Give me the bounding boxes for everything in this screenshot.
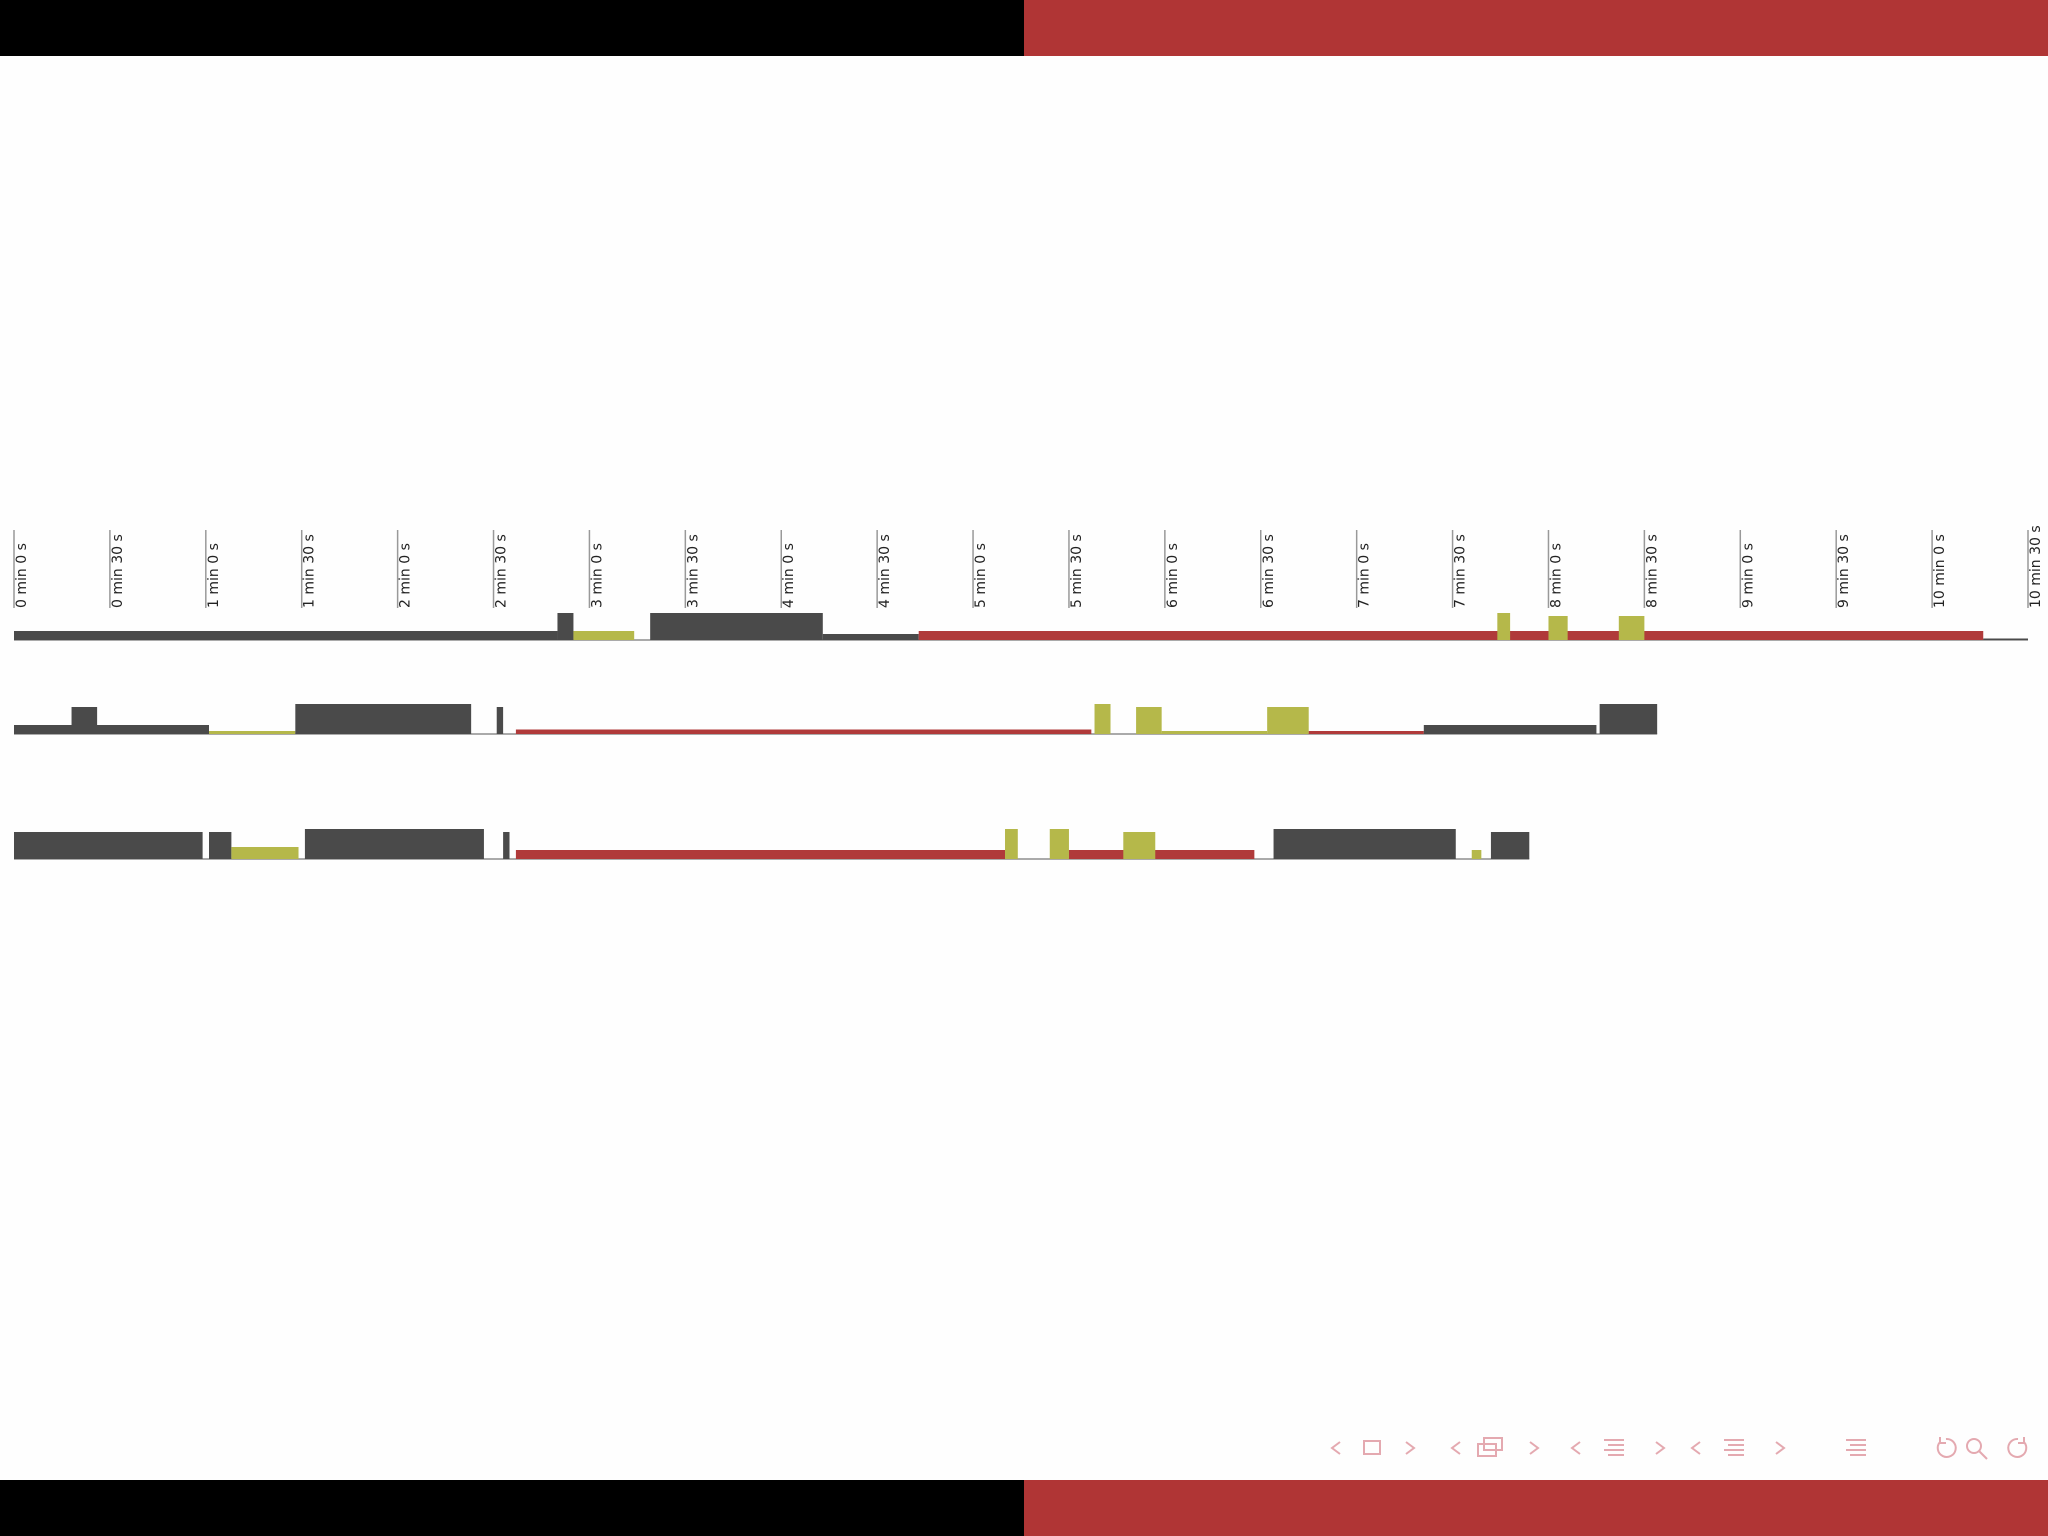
x-tick-label: 10 min 30 s (2028, 525, 2044, 608)
x-tick-label: 2 min 0 s (398, 543, 414, 608)
activity-segment (1497, 613, 1511, 640)
header-bar-right (1024, 0, 2048, 56)
activity-segment (14, 832, 203, 859)
activity-segment (14, 631, 558, 640)
x-tick-label: 3 min 0 s (589, 543, 605, 608)
navigation (1330, 1437, 2028, 1460)
nav-search-handle (1978, 1450, 1988, 1460)
nav-subsection-2 (1483, 1437, 1503, 1451)
activity-segment (503, 832, 510, 859)
x-tick-label: 7 min 0 s (1357, 543, 1373, 608)
nav-appendix[interactable] (1846, 1439, 1866, 1456)
x-tick-label: 1 min 0 s (206, 543, 222, 608)
activity-segment (295, 704, 472, 734)
nav-next-doc[interactable] (1775, 1441, 1786, 1455)
activity-segment (1123, 832, 1156, 859)
nav-prev-sec[interactable] (1570, 1441, 1581, 1455)
nav-forward[interactable] (2007, 1437, 2028, 1458)
activity-segment (1471, 850, 1482, 859)
nav-search[interactable] (1966, 1438, 1982, 1454)
x-tick-label: 5 min 0 s (973, 543, 989, 608)
footer-bar-left (0, 1480, 1024, 1536)
header-bar-left (0, 0, 1024, 56)
x-tick-label: 1 min 30 s (302, 534, 318, 608)
activity-segment (1490, 832, 1530, 859)
x-tick-label: 6 min 0 s (1165, 543, 1181, 608)
x-tick-label: 3 min 30 s (685, 534, 701, 608)
activity-segment (557, 613, 574, 640)
activity-segment (1273, 829, 1456, 859)
activity-segment (209, 832, 232, 859)
x-tick-label: 6 min 30 s (1261, 534, 1277, 608)
x-tick-label: 0 min 30 s (110, 534, 126, 608)
activity-segment (71, 707, 98, 734)
nav-next-sec[interactable] (1655, 1441, 1666, 1455)
activity-segment (650, 613, 823, 640)
activity-segment (918, 631, 1984, 640)
activity-segment (822, 634, 919, 640)
activity-segment (1618, 616, 1645, 640)
nav-prev-doc[interactable] (1690, 1441, 1701, 1455)
nav-next[interactable] (1405, 1441, 1416, 1455)
activity-segment (1983, 638, 2028, 640)
activity-segment (304, 829, 484, 859)
activity-segment (1049, 829, 1069, 859)
activity-segment (1548, 616, 1568, 640)
activity-segment (1005, 829, 1018, 859)
x-tick-label: 2 min 30 s (494, 534, 510, 608)
x-tick-label: 5 min 30 s (1069, 534, 1085, 608)
activity-segment (1136, 707, 1162, 734)
activity-segment (1267, 707, 1309, 734)
activity-segment (14, 725, 210, 734)
x-tick-label: 4 min 0 s (781, 543, 797, 608)
footer-bar-right (1024, 1480, 2048, 1536)
nav-section[interactable] (1604, 1439, 1624, 1456)
nav-frame[interactable] (1363, 1440, 1381, 1455)
x-tick-label: 4 min 30 s (877, 534, 893, 608)
activity-segment (515, 850, 1006, 859)
x-tick-label: 9 min 0 s (1740, 543, 1756, 608)
activity-segment (1599, 704, 1658, 734)
x-tick-label: 0 min 0 s (14, 543, 30, 608)
activity-segment (515, 729, 1092, 734)
x-tick-label: 9 min 30 s (1836, 534, 1852, 608)
activity-segment (1068, 850, 1255, 859)
activity-segment (231, 847, 299, 859)
nav-back[interactable] (1936, 1437, 1957, 1458)
activity-segment (209, 731, 296, 734)
activity-segment (1094, 704, 1111, 734)
x-tick-label: 10 min 0 s (1932, 534, 1948, 608)
nav-document[interactable] (1724, 1439, 1744, 1456)
activity-segment (573, 631, 635, 640)
x-tick-label: 7 min 30 s (1453, 534, 1469, 608)
x-tick-label: 8 min 0 s (1548, 543, 1564, 608)
nav-prev[interactable] (1330, 1441, 1341, 1455)
activity-segment (496, 707, 504, 734)
activity-segment (1423, 725, 1597, 734)
x-tick-label: 8 min 30 s (1644, 534, 1660, 608)
activity-segment (1308, 731, 1424, 734)
nav-next-sub[interactable] (1529, 1441, 1540, 1455)
nav-prev-sub[interactable] (1450, 1441, 1461, 1455)
activity-segment (1161, 731, 1268, 734)
